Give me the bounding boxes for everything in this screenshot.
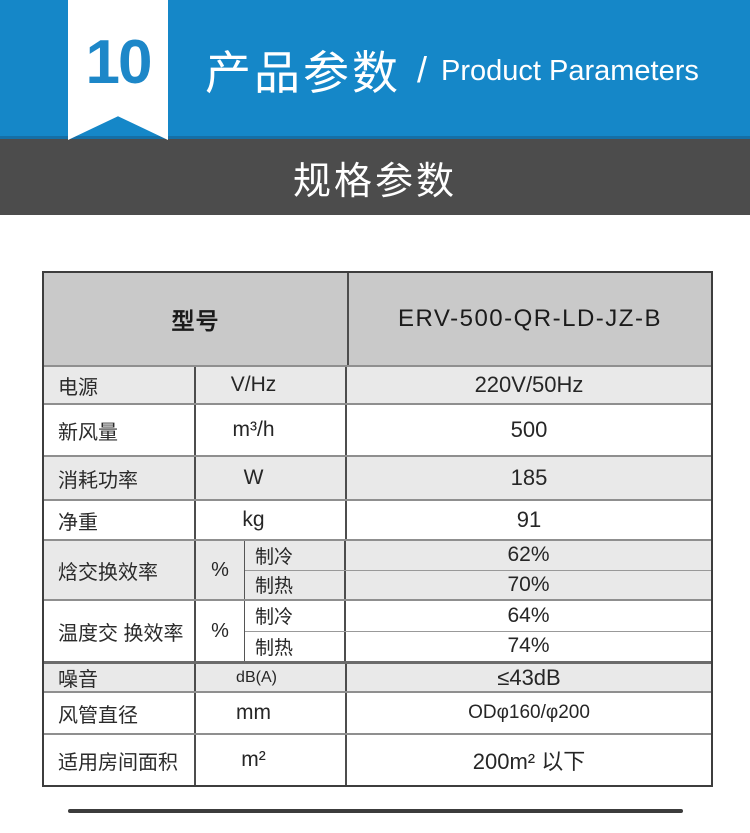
row-label: 焓交换效率 <box>44 541 196 599</box>
mode-value: 70% <box>507 572 550 596</box>
table-row-room-area: 适用房间面积 m² 200m² 以下 <box>44 733 711 785</box>
row-unit: mm <box>196 693 347 733</box>
row-unit: % <box>196 541 245 599</box>
row-value: 185 <box>510 465 548 490</box>
table-row-duct-diameter: 风管直径 mm ODφ160/φ200 <box>44 691 711 733</box>
row-label: 新风量 <box>44 405 196 455</box>
row-value: ≤43dB <box>497 664 561 690</box>
row-label: 温度交 换效率 <box>44 601 196 661</box>
mode-label: 制热 <box>245 631 346 661</box>
mode-row-heating: 制热 70% <box>245 569 711 599</box>
spacer <box>0 215 750 271</box>
row-value: ODφ160/φ200 <box>468 702 590 723</box>
mode-value: 74% <box>507 634 550 658</box>
model-label-cell: 型号 <box>44 273 349 365</box>
mode-label: 制冷 <box>245 541 346 570</box>
table-row-consumption: 消耗功率 W 185 <box>44 455 711 499</box>
mode-row-cooling: 制冷 62% <box>245 541 711 570</box>
mode-value: 62% <box>507 543 550 567</box>
section-title-english: Product Parameters <box>441 55 699 87</box>
mode-row-heating: 制热 74% <box>245 630 711 661</box>
table-row-model: 型号 ERV-500-QR-LD-JZ-B <box>44 273 711 365</box>
mode-label: 制冷 <box>245 601 346 631</box>
mode-sublist: 制冷 62% 制热 70% <box>245 541 711 599</box>
table-row-power: 电源 V/Hz 220V/50Hz <box>44 365 711 403</box>
section-title-chinese: 产品参数 <box>205 46 401 99</box>
section-number: 10 <box>85 28 153 97</box>
row-unit: dB(A) <box>196 664 347 691</box>
row-label: 噪音 <box>44 664 196 691</box>
mode-value: 64% <box>507 603 550 627</box>
row-label: 电源 <box>44 367 196 403</box>
row-unit: m² <box>196 735 347 785</box>
row-label: 净重 <box>44 501 196 539</box>
table-row-temperature-efficiency: 温度交 换效率 % 制冷 64% 制热 74% <box>44 599 711 661</box>
subsection-band: 规格参数 <box>0 139 750 215</box>
table-row-enthalpy-efficiency: 焓交换效率 % 制冷 62% 制热 70% <box>44 539 711 599</box>
table-row-noise: 噪音 dB(A) ≤43dB <box>44 661 711 691</box>
title-separator: / <box>417 48 428 90</box>
model-value-cell: ERV-500-QR-LD-JZ-B <box>398 305 662 332</box>
mode-label: 制热 <box>245 570 346 599</box>
bottom-divider-line <box>68 809 683 813</box>
row-unit: kg <box>196 501 347 539</box>
section-header-band: 10 产品参数 / Product Parameters <box>0 0 750 140</box>
row-label: 消耗功率 <box>44 457 196 499</box>
row-value: 200m² 以下 <box>472 749 586 774</box>
row-value: 220V/50Hz <box>474 372 584 397</box>
section-title-group: 产品参数 / Product Parameters <box>205 0 699 139</box>
table-row-airflow: 新风量 m³/h 500 <box>44 403 711 455</box>
row-value: 500 <box>510 417 548 442</box>
row-value: 91 <box>516 507 542 532</box>
number-ribbon-bookmark: 10 <box>68 0 168 140</box>
table-row-weight: 净重 kg 91 <box>44 499 711 539</box>
subsection-title: 规格参数 <box>292 160 457 203</box>
row-unit: m³/h <box>196 405 347 455</box>
row-unit: % <box>196 601 245 661</box>
row-label: 适用房间面积 <box>44 735 196 785</box>
row-label: 风管直径 <box>44 693 196 733</box>
row-unit: W <box>196 457 347 499</box>
mode-row-cooling: 制冷 64% <box>245 601 711 631</box>
spec-table: 型号 ERV-500-QR-LD-JZ-B 电源 V/Hz 220V/50Hz … <box>42 271 713 787</box>
mode-sublist: 制冷 64% 制热 74% <box>245 601 711 661</box>
row-unit: V/Hz <box>196 367 347 403</box>
